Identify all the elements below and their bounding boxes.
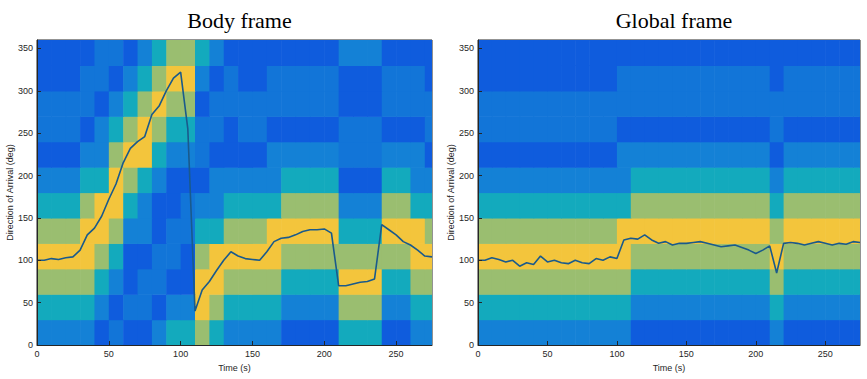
svg-text:250: 250 xyxy=(18,128,33,138)
svg-text:0: 0 xyxy=(28,340,33,350)
svg-text:200: 200 xyxy=(317,349,332,359)
svg-text:250: 250 xyxy=(389,349,404,359)
svg-text:Direction of Arrival (deg): Direction of Arrival (deg) xyxy=(446,144,456,241)
svg-text:150: 150 xyxy=(679,349,694,359)
svg-text:0: 0 xyxy=(469,340,474,350)
svg-text:300: 300 xyxy=(459,86,474,96)
svg-text:150: 150 xyxy=(18,213,33,223)
svg-text:0: 0 xyxy=(34,349,39,359)
svg-text:200: 200 xyxy=(459,171,474,181)
svg-text:350: 350 xyxy=(18,43,33,53)
svg-text:50: 50 xyxy=(542,349,552,359)
svg-text:100: 100 xyxy=(609,349,624,359)
svg-text:350: 350 xyxy=(459,43,474,53)
svg-text:150: 150 xyxy=(459,213,474,223)
svg-text:Body frame: Body frame xyxy=(187,8,291,33)
svg-text:100: 100 xyxy=(173,349,188,359)
svg-text:200: 200 xyxy=(748,349,763,359)
svg-text:300: 300 xyxy=(18,86,33,96)
svg-text:Time (s): Time (s) xyxy=(653,363,686,373)
svg-text:100: 100 xyxy=(459,255,474,265)
svg-text:Direction of Arrival (deg): Direction of Arrival (deg) xyxy=(5,144,15,241)
svg-text:Time (s): Time (s) xyxy=(218,363,251,373)
svg-text:250: 250 xyxy=(459,128,474,138)
svg-text:50: 50 xyxy=(464,298,474,308)
svg-text:150: 150 xyxy=(245,349,260,359)
svg-text:100: 100 xyxy=(18,255,33,265)
svg-text:50: 50 xyxy=(104,349,114,359)
svg-text:Global frame: Global frame xyxy=(616,8,733,33)
svg-text:0: 0 xyxy=(475,349,480,359)
svg-text:250: 250 xyxy=(818,349,833,359)
svg-text:200: 200 xyxy=(18,171,33,181)
svg-text:50: 50 xyxy=(23,298,33,308)
